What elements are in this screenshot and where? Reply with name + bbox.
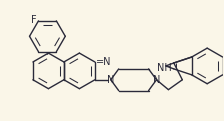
Text: F: F — [31, 15, 36, 25]
Text: N: N — [107, 75, 114, 85]
Text: NH: NH — [157, 63, 172, 73]
Text: =N: =N — [96, 57, 111, 67]
Text: N: N — [153, 75, 160, 85]
